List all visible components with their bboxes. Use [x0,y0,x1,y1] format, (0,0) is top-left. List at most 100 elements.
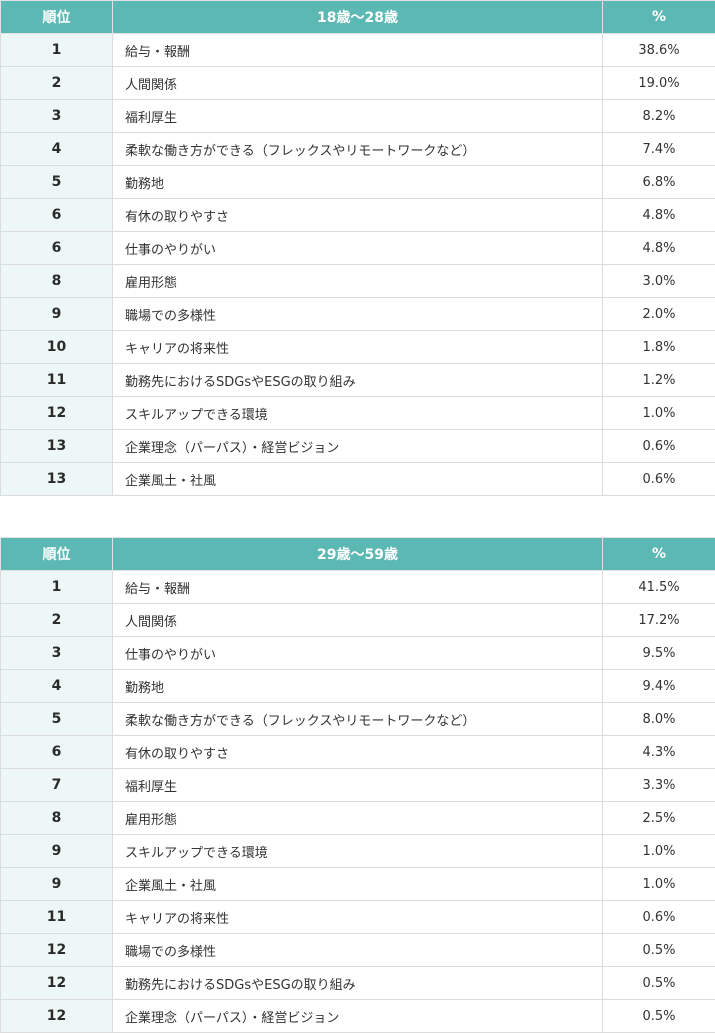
rank-cell: 5 [1,166,113,199]
item-cell: 職場での多様性 [113,298,603,331]
percent-cell: 0.6% [603,430,715,463]
percent-cell: 3.3% [603,769,715,802]
percent-header: % [603,1,715,34]
percent-cell: 8.2% [603,100,715,133]
item-cell: 有休の取りやすさ [113,199,603,232]
item-cell: 福利厚生 [113,100,603,133]
rank-cell: 2 [1,604,113,637]
rank-cell: 8 [1,802,113,835]
rank-cell: 9 [1,868,113,901]
rank-cell: 12 [1,967,113,1000]
item-cell: 有休の取りやすさ [113,736,603,769]
item-cell: 勤務先におけるSDGsやESGの取り組み [113,967,603,1000]
percent-cell: 0.5% [603,934,715,967]
rank-cell: 13 [1,430,113,463]
percent-cell: 8.0% [603,703,715,736]
percent-cell: 1.0% [603,835,715,868]
percent-cell: 1.2% [603,364,715,397]
rank-cell: 6 [1,232,113,265]
age-group-header: 18歳〜28歳 [113,1,603,34]
percent-cell: 19.0% [603,67,715,100]
rank-cell: 5 [1,703,113,736]
rank-header: 順位 [1,538,113,571]
percent-cell: 0.6% [603,463,715,496]
item-cell: 雇用形態 [113,802,603,835]
percent-cell: 0.5% [603,967,715,1000]
item-cell: 柔軟な働き方ができる（フレックスやリモートワークなど） [113,703,603,736]
percent-cell: 17.2% [603,604,715,637]
rank-cell: 11 [1,364,113,397]
item-cell: 企業理念（パーパス）・経営ビジョン [113,430,603,463]
item-cell: スキルアップできる環境 [113,835,603,868]
item-cell: 勤務地 [113,166,603,199]
item-cell: 福利厚生 [113,769,603,802]
percent-cell: 9.5% [603,637,715,670]
percent-cell: 0.6% [603,901,715,934]
rank-cell: 13 [1,463,113,496]
rank-cell: 11 [1,901,113,934]
rank-cell: 8 [1,265,113,298]
item-cell: 企業理念（パーパス）・経営ビジョン [113,1000,603,1033]
rank-cell: 1 [1,571,113,604]
percent-cell: 1.0% [603,868,715,901]
rank-cell: 1 [1,34,113,67]
percent-cell: 1.0% [603,397,715,430]
item-cell: 企業風土・社風 [113,868,603,901]
rank-cell: 12 [1,397,113,430]
percent-cell: 0.5% [603,1000,715,1033]
rank-cell: 3 [1,637,113,670]
item-cell: 雇用形態 [113,265,603,298]
item-cell: 人間関係 [113,604,603,637]
rank-cell: 4 [1,133,113,166]
rank-cell: 10 [1,331,113,364]
percent-cell: 3.0% [603,265,715,298]
rank-cell: 7 [1,769,113,802]
item-cell: 給与・報酬 [113,34,603,67]
item-cell: キャリアの将来性 [113,331,603,364]
item-cell: 企業風土・社風 [113,463,603,496]
item-cell: キャリアの将来性 [113,901,603,934]
item-cell: 柔軟な働き方ができる（フレックスやリモートワークなど） [113,133,603,166]
table-header-row: 順位 18歳〜28歳 % [1,1,715,34]
rank-header: 順位 [1,1,113,34]
percent-cell: 1.8% [603,331,715,364]
percent-cell: 4.8% [603,232,715,265]
item-cell: 人間関係 [113,67,603,100]
percent-cell: 38.6% [603,34,715,67]
table-header-row: 順位 29歳〜59歳 % [1,538,715,571]
rank-cell: 12 [1,1000,113,1033]
percent-header: % [603,538,715,571]
percent-cell: 2.0% [603,298,715,331]
rank-cell: 9 [1,835,113,868]
percent-cell: 4.3% [603,736,715,769]
item-cell: 職場での多様性 [113,934,603,967]
rank-cell: 9 [1,298,113,331]
rank-cell: 2 [1,67,113,100]
percent-cell: 7.4% [603,133,715,166]
